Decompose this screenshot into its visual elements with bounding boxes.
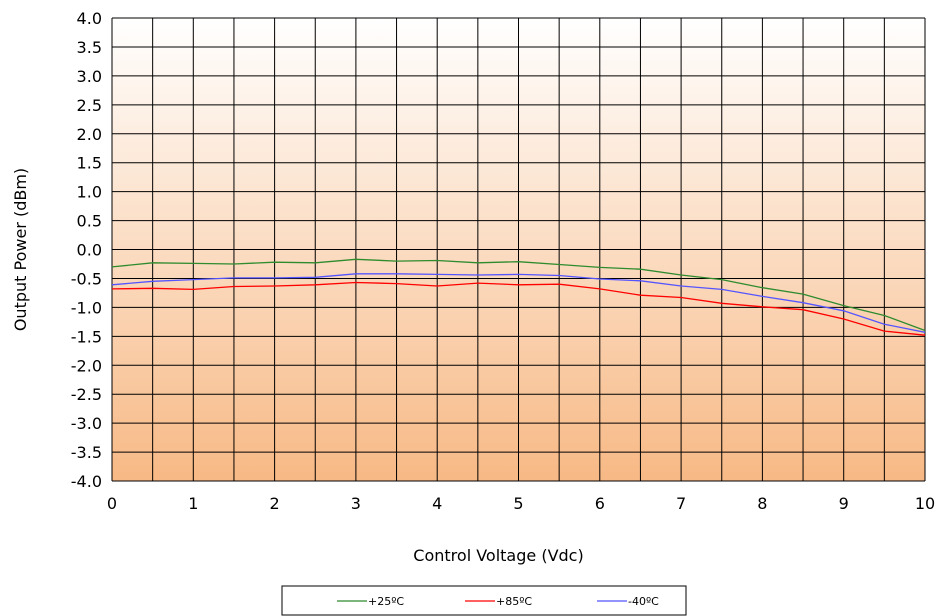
y-tick-label: 3.5: [77, 38, 102, 57]
y-tick-label: 3.0: [77, 67, 102, 86]
y-tick-label: 1.5: [77, 154, 102, 173]
legend: +25ºC +85ºC -40ºC: [281, 585, 687, 616]
legend-label: -40ºC: [628, 595, 659, 608]
series-line-1: [111, 258, 926, 332]
y-tick-label: -2.5: [71, 385, 102, 404]
y-tick-label: 2.5: [77, 96, 102, 115]
x-tick-label: 10: [915, 494, 935, 513]
x-axis-label: Control Voltage (Vdc): [413, 546, 583, 565]
x-tick-label: 4: [432, 494, 442, 513]
y-tick-label: 1.0: [77, 183, 102, 202]
x-tick-label: 9: [839, 494, 849, 513]
x-tick-label: 3: [351, 494, 361, 513]
y-tick-label: -3.5: [71, 443, 102, 462]
x-tick-label: 5: [513, 494, 523, 513]
y-tick-label: -3.0: [71, 414, 102, 433]
y-tick-label: -4.0: [71, 472, 102, 491]
y-tick-label: 0.5: [77, 212, 102, 231]
y-tick-label: -1.5: [71, 327, 102, 346]
legend-label: +25ºC: [368, 595, 404, 608]
y-tick-label: 0.0: [77, 241, 102, 260]
x-tick-label: 0: [107, 494, 117, 513]
y-axis-label: Output Power (dBm): [11, 168, 30, 331]
series-line-3: [111, 273, 926, 333]
series-lines: [111, 258, 926, 336]
x-tick-label: 6: [595, 494, 605, 513]
y-tick-label: -2.0: [71, 356, 102, 375]
x-tick-label: 2: [270, 494, 280, 513]
y-tick-labels: -4.0 -3.5 -3.0 -2.5 -2.0 -1.5 -1.0 -0.5 0.0 0.5 1.…: [71, 9, 102, 491]
legend-label: +85ºC: [496, 595, 532, 608]
y-tick-label: -0.5: [71, 269, 102, 288]
x-tick-labels: 0 1 2 3 4 5 6 7 8 9 10: [107, 494, 935, 513]
x-tick-label: 7: [676, 494, 686, 513]
y-tick-label: 4.0: [77, 9, 102, 28]
x-tick-label: 8: [757, 494, 767, 513]
y-tick-label: 2.0: [77, 125, 102, 144]
series-line-2: [111, 281, 926, 336]
x-tick-label: 1: [188, 494, 198, 513]
y-tick-label: -1.0: [71, 298, 102, 317]
grid: [111, 17, 926, 482]
